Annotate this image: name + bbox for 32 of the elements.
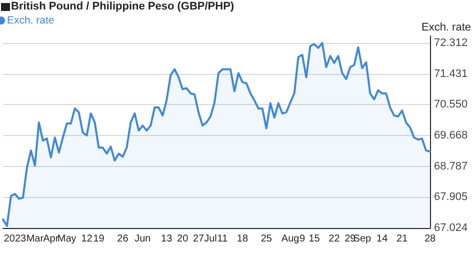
x-tick-label: 21 — [396, 234, 408, 244]
x-tick-label: 19 — [93, 234, 105, 244]
x-tick-label: 12 — [81, 234, 93, 244]
y-tick-label: 72.312 — [434, 36, 468, 49]
x-tick-label: 18 — [236, 234, 248, 244]
x-tick-label: 14 — [376, 234, 388, 244]
y-tick-label: 70.550 — [434, 98, 468, 111]
x-tick-label: 20 — [177, 234, 189, 244]
x-tick-label: Jun — [134, 234, 151, 244]
x-tick-label: Jul — [204, 234, 217, 244]
legend-label: Exch. rate — [7, 14, 54, 26]
x-tick-label: 11 — [217, 234, 228, 244]
chart-title: British Pound / Philippine Peso (GBP/PHP) — [11, 0, 234, 12]
x-tick-label: 13 — [161, 234, 173, 244]
x-tick-label: 28 — [424, 234, 436, 244]
y-tick-label: 71.431 — [434, 68, 468, 80]
y-tick-label: 67.905 — [434, 191, 468, 204]
x-tick-label: May — [57, 234, 76, 244]
x-tick-label: 22 — [328, 234, 340, 244]
x-tick-label: 15 — [308, 234, 320, 244]
x-tick-label: 9 — [300, 234, 306, 244]
x-tick-label: 26 — [117, 234, 129, 244]
y-tick-label: 68.787 — [434, 160, 468, 172]
y-tick-label: 67.024 — [434, 222, 468, 234]
y-axis-title: Exch. rate — [421, 22, 472, 34]
x-tick-label: Aug — [281, 234, 300, 244]
x-tick-label: Apr — [43, 234, 60, 244]
x-tick-label: 25 — [260, 234, 272, 244]
x-tick-label: 27 — [192, 234, 205, 244]
x-tick-label: Mar — [26, 234, 44, 244]
x-tick-label: 2023 — [4, 234, 27, 244]
y-tick-label: 69.668 — [434, 129, 468, 142]
